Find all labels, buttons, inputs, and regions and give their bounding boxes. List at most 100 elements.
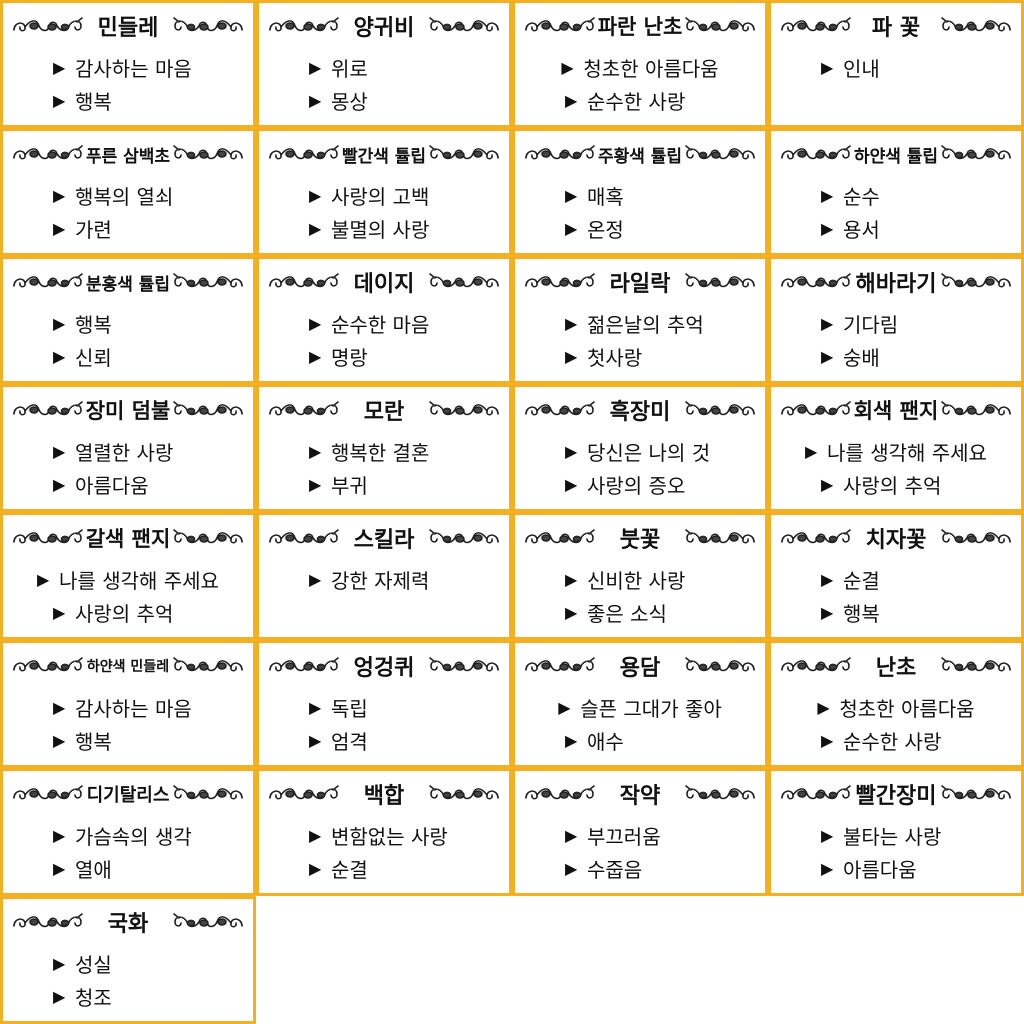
right-ornament-icon <box>939 143 1013 165</box>
meaning-item: ▶ 슬픈 그대가 좋아 <box>558 691 722 724</box>
meaning-item: ▶ 젊은날의 추억 <box>565 307 715 340</box>
meaning-list: ▶ 인내 <box>771 51 1021 84</box>
card-title-row: 해바라기 <box>771 265 1021 299</box>
right-ornament-icon <box>427 271 501 293</box>
card-title-row: 스킬라 <box>259 521 509 555</box>
meaning-list: ▶ 순결 ▶ 행복 <box>771 563 1021 629</box>
left-ornament-icon <box>11 783 85 805</box>
left-ornament-icon <box>779 655 853 677</box>
meaning-item: ▶ 순결 <box>309 852 459 885</box>
right-ornament-icon <box>427 527 501 549</box>
flower-card: 분홍색 튤립 ▶ 행복 ▶ 신뢰 <box>0 256 256 384</box>
meaning-text: 온정 <box>587 218 624 242</box>
meaning-text: 순수한 사랑 <box>587 90 686 114</box>
meaning-text: 신비한 사랑 <box>587 569 686 593</box>
meaning-item: ▶ 부귀 <box>309 468 459 501</box>
meaning-text: 사랑의 추억 <box>75 602 174 626</box>
bullet-arrow-icon: ▶ <box>309 826 322 845</box>
flower-card: 백합 ▶ 변함없는 사랑 ▶ 순결 <box>256 768 512 896</box>
meaning-item: ▶ 행복 <box>821 596 971 629</box>
bullet-arrow-icon: ▶ <box>309 186 322 205</box>
bullet-arrow-icon: ▶ <box>309 731 322 750</box>
meaning-text: 인내 <box>843 57 880 81</box>
meaning-item: ▶ 불타는 사랑 <box>821 819 971 852</box>
right-ornament-icon <box>683 15 757 37</box>
flower-name: 국화 <box>107 912 149 937</box>
right-ornament-icon <box>171 911 245 933</box>
meaning-item: ▶ 부끄러움 <box>565 819 715 852</box>
meaning-item: ▶ 행복 <box>53 307 203 340</box>
left-ornament-icon <box>523 655 597 677</box>
meaning-list: ▶ 매혹 ▶ 온정 <box>515 179 765 245</box>
meaning-text: 변함없는 사랑 <box>331 825 448 849</box>
bullet-arrow-icon: ▶ <box>53 826 66 845</box>
bullet-arrow-icon: ▶ <box>309 698 322 717</box>
right-ornament-icon <box>171 399 245 421</box>
flower-name: 용담 <box>619 656 661 681</box>
meaning-text: 좋은 소식 <box>587 602 667 626</box>
left-ornament-icon <box>11 399 85 421</box>
flower-name: 난초 <box>875 656 917 681</box>
card-title-row: 국화 <box>3 905 253 939</box>
left-ornament-icon <box>267 143 341 165</box>
bullet-arrow-icon: ▶ <box>309 570 322 589</box>
meaning-item: ▶ 아름다움 <box>53 468 203 501</box>
left-ornament-icon <box>267 399 341 421</box>
bullet-arrow-icon: ▶ <box>53 219 66 238</box>
bullet-arrow-icon: ▶ <box>558 698 571 717</box>
right-ornament-icon <box>683 143 757 165</box>
meaning-item: ▶ 청조 <box>53 980 203 1013</box>
flower-name: 치자꽃 <box>865 528 927 553</box>
bullet-arrow-icon: ▶ <box>565 314 578 333</box>
bullet-arrow-icon: ▶ <box>805 442 818 461</box>
bullet-arrow-icon: ▶ <box>565 347 578 366</box>
card-title-row: 치자꽃 <box>771 521 1021 555</box>
card-title-row: 파 꽃 <box>771 9 1021 43</box>
card-title-row: 파란 난초 <box>515 9 765 43</box>
flower-card: 갈색 팬지 ▶ 나를 생각해 주세요 ▶ 사랑의 추억 <box>0 512 256 640</box>
meaning-item: ▶ 매혹 <box>565 179 715 212</box>
meaning-text: 감사하는 마음 <box>75 697 192 721</box>
flower-name: 라일락 <box>609 272 671 297</box>
meaning-list: ▶ 행복의 열쇠 ▶ 가련 <box>3 179 253 245</box>
flower-name: 푸른 삼백초 <box>85 146 171 167</box>
meaning-item: ▶ 행복의 열쇠 <box>53 179 203 212</box>
right-ornament-icon <box>939 527 1013 549</box>
meaning-item: ▶ 용서 <box>821 212 971 245</box>
bullet-arrow-icon: ▶ <box>309 58 322 77</box>
meaning-item: ▶ 수줍음 <box>565 852 715 885</box>
left-ornament-icon <box>11 271 85 293</box>
meaning-list: ▶ 행복 ▶ 신뢰 <box>3 307 253 373</box>
meaning-text: 아름다움 <box>75 474 149 498</box>
bullet-arrow-icon: ▶ <box>53 314 66 333</box>
meaning-text: 용서 <box>843 218 880 242</box>
meaning-text: 순결 <box>843 569 880 593</box>
meaning-text: 사랑의 증오 <box>587 474 686 498</box>
meaning-item: ▶ 신비한 사랑 <box>565 563 715 596</box>
flower-card: 라일락 ▶ 젊은날의 추억 ▶ 첫사랑 <box>512 256 768 384</box>
right-ornament-icon <box>683 655 757 677</box>
left-ornament-icon <box>267 271 341 293</box>
flower-card: 국화 ▶ 성실 ▶ 청조 <box>0 896 256 1024</box>
right-ornament-icon <box>683 271 757 293</box>
card-title-row: 모란 <box>259 393 509 427</box>
left-ornament-icon <box>11 527 85 549</box>
bullet-arrow-icon: ▶ <box>821 186 834 205</box>
meaning-item: ▶ 감사하는 마음 <box>53 691 203 724</box>
meaning-item: ▶ 순결 <box>821 563 971 596</box>
flower-name: 붓꽃 <box>619 528 661 553</box>
flower-card: 파란 난초 ▶ 청초한 아름다움 ▶ 순수한 사랑 <box>512 0 768 128</box>
meaning-text: 청조 <box>75 986 112 1010</box>
meaning-item: ▶ 위로 <box>309 51 459 84</box>
meaning-text: 아름다움 <box>843 858 917 882</box>
meaning-text: 행복 <box>75 730 112 754</box>
left-ornament-icon <box>779 143 853 165</box>
card-title-row: 분홍색 튤립 <box>3 265 253 299</box>
meaning-list: ▶ 가슴속의 생각 ▶ 열애 <box>3 819 253 885</box>
flower-name: 장미 덤불 <box>85 399 171 423</box>
right-ornament-icon <box>171 783 245 805</box>
bullet-arrow-icon: ▶ <box>817 698 830 717</box>
card-title-row: 회색 팬지 <box>771 393 1021 427</box>
meaning-list: ▶ 신비한 사랑 ▶ 좋은 소식 <box>515 563 765 629</box>
meaning-text: 순결 <box>331 858 368 882</box>
